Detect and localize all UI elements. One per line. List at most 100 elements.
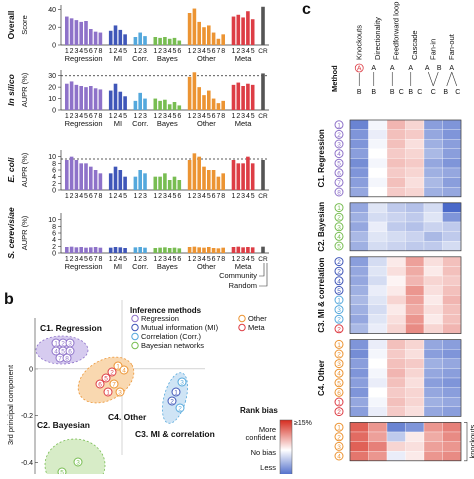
x-tick-label: 6 [89,193,93,200]
heat-cell [368,368,388,379]
bar [187,247,192,253]
x-tick-label: 3 [74,113,78,120]
x-tick-label: 1 [133,113,137,120]
x-tick-label: 6 [177,256,181,263]
x-tick-label: 5 [84,113,88,120]
group-label: MI [114,119,122,128]
method-marker-label: 8 [337,190,341,197]
heat-cell [442,241,462,251]
x-tick-label: 5 [251,48,255,55]
heat-cell [405,397,425,407]
motif-letter: B [408,89,413,96]
heat-cell [368,231,388,242]
colorbar-top-label: ≥15% [294,420,312,427]
heat-cell [386,148,406,159]
x-tick-label: 7 [216,193,220,200]
bar [231,247,236,253]
x-tick-label: 5 [251,256,255,263]
bar [158,100,162,110]
row-title: In silico [6,74,16,106]
cluster-label-regression: C1. Regression [40,323,102,333]
bar [221,247,225,253]
bar [84,247,88,253]
heat-cell [442,167,462,178]
heat-cell [442,119,462,130]
method-marker [334,441,344,451]
heat-cell [368,358,388,369]
bar [221,100,225,110]
group-label: Bayes [157,262,178,271]
x-tick-label: 3 [197,193,201,200]
bar [221,34,225,45]
cluster-title: C2. Bayesian [317,202,326,252]
x-tick-label: 3 [163,256,167,263]
bar [118,247,123,253]
x-tick-label: 2 [236,113,240,120]
bar [143,247,147,253]
x-tick-label: 2 [138,48,142,55]
x-tick-label: 6 [177,113,181,120]
heat-cell [386,158,406,169]
x-tick-label: 4 [202,48,206,55]
x-tick-label: 2 [70,256,74,263]
group-label: Bayes [157,119,178,128]
x-tick-label: 8 [221,193,225,200]
x-tick-label: 2 [158,113,162,120]
heat-cell [442,422,462,433]
group-label: Meta [235,262,253,271]
legend-marker [238,314,246,323]
x-tick-label: 2 [138,193,142,200]
heat-cell [368,241,388,251]
heat-cell [349,368,369,379]
heat-cell [405,358,425,369]
heat-cell [405,241,425,251]
heat-cell [405,304,425,315]
cluster-title: C1. Regression [317,129,326,187]
method-marker [334,349,344,359]
row-unit: Score [20,15,29,35]
bar [246,11,250,46]
pca-point-label: 1 [54,341,58,348]
heat-cell [405,285,425,296]
heat-cell [349,422,369,433]
x-tick-label: 6 [89,48,93,55]
heat-cell [386,349,406,359]
x-tick-label: CR [258,256,268,263]
bar [221,173,225,190]
heat-cell [423,323,443,334]
bar [113,83,118,110]
bar [133,247,138,253]
x-tick-label: 4 [246,113,250,120]
x-tick-label: 2 [114,193,118,200]
row-unit: AUPR (%) [20,72,29,107]
heat-cell [349,266,369,277]
method-header: Method [330,65,339,92]
bar [138,170,142,190]
x-tick-label: 4 [168,193,172,200]
heat-cell [386,323,406,334]
bar [172,102,177,110]
bar [216,176,221,190]
bar [98,32,103,45]
group-label: Meta [235,54,253,63]
x-tick-label: 2 [70,48,74,55]
bar [250,84,255,110]
group-label: MI [114,262,122,271]
method-marker-label: 2 [337,269,341,276]
cluster-bayes-ellipse [44,438,106,479]
heat-cell [349,129,369,140]
x-tick-label: 5 [173,113,177,120]
x-tick-label: 7 [216,256,220,263]
heat-cell [386,167,406,178]
x-tick-label: 1 [65,256,69,263]
pca-y-tick: -0.2 [21,413,33,420]
heat-cell [442,295,462,305]
colorbar-title: Rank bias [240,406,278,415]
heat-cell [442,266,462,277]
heat-cell [386,221,406,232]
x-tick-label: 2 [158,193,162,200]
legend-marker [131,332,139,341]
bar [241,86,245,110]
x-tick-label: 1 [65,193,69,200]
